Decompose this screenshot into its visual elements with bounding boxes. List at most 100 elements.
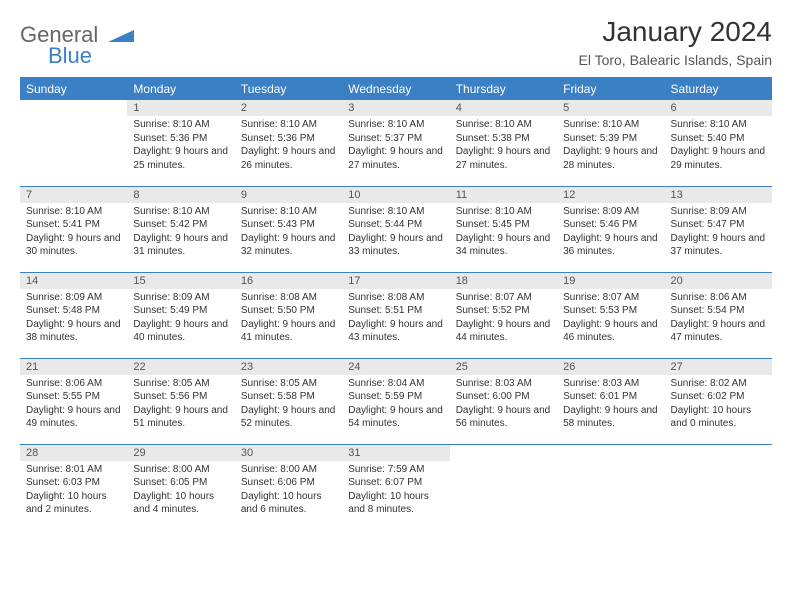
calendar-day-cell: 5Sunrise: 8:10 AMSunset: 5:39 PMDaylight… — [557, 100, 664, 186]
calendar-day-cell: 1Sunrise: 8:10 AMSunset: 5:36 PMDaylight… — [127, 100, 234, 186]
calendar-day-cell: 28Sunrise: 8:01 AMSunset: 6:03 PMDayligh… — [20, 444, 127, 530]
calendar-week-row: 21Sunrise: 8:06 AMSunset: 5:55 PMDayligh… — [20, 358, 772, 444]
day-info: Sunrise: 8:10 AMSunset: 5:45 PMDaylight:… — [450, 203, 557, 263]
day-number: 10 — [342, 187, 449, 203]
weekday-header: Thursday — [450, 78, 557, 101]
day-number: 28 — [20, 445, 127, 461]
day-number: 20 — [665, 273, 772, 289]
day-number: 22 — [127, 359, 234, 375]
calendar-day-cell: 24Sunrise: 8:04 AMSunset: 5:59 PMDayligh… — [342, 358, 449, 444]
day-info: Sunrise: 8:05 AMSunset: 5:56 PMDaylight:… — [127, 375, 234, 435]
day-info: Sunrise: 8:02 AMSunset: 6:02 PMDaylight:… — [665, 375, 772, 435]
day-number: 6 — [665, 100, 772, 116]
calendar-day-cell: 21Sunrise: 8:06 AMSunset: 5:55 PMDayligh… — [20, 358, 127, 444]
calendar-day-cell: 25Sunrise: 8:03 AMSunset: 6:00 PMDayligh… — [450, 358, 557, 444]
logo: General Blue — [20, 16, 134, 69]
calendar-day-cell: 6Sunrise: 8:10 AMSunset: 5:40 PMDaylight… — [665, 100, 772, 186]
page-title: January 2024 — [578, 16, 772, 48]
day-number: 3 — [342, 100, 449, 116]
day-number: 25 — [450, 359, 557, 375]
calendar-day-cell: 18Sunrise: 8:07 AMSunset: 5:52 PMDayligh… — [450, 272, 557, 358]
calendar-day-cell: 10Sunrise: 8:10 AMSunset: 5:44 PMDayligh… — [342, 186, 449, 272]
calendar-day-cell: 3Sunrise: 8:10 AMSunset: 5:37 PMDaylight… — [342, 100, 449, 186]
day-number: 23 — [235, 359, 342, 375]
calendar-day-cell: 7Sunrise: 8:10 AMSunset: 5:41 PMDaylight… — [20, 186, 127, 272]
day-number: 26 — [557, 359, 664, 375]
day-info: Sunrise: 8:00 AMSunset: 6:05 PMDaylight:… — [127, 461, 234, 521]
title-block: January 2024 El Toro, Balearic Islands, … — [578, 16, 772, 68]
day-info: Sunrise: 8:10 AMSunset: 5:42 PMDaylight:… — [127, 203, 234, 263]
day-number: 7 — [20, 187, 127, 203]
day-number: 24 — [342, 359, 449, 375]
day-info: Sunrise: 8:00 AMSunset: 6:06 PMDaylight:… — [235, 461, 342, 521]
day-number: 18 — [450, 273, 557, 289]
day-number: 29 — [127, 445, 234, 461]
day-number: 17 — [342, 273, 449, 289]
day-info: Sunrise: 8:09 AMSunset: 5:47 PMDaylight:… — [665, 203, 772, 263]
calendar-day-cell: 20Sunrise: 8:06 AMSunset: 5:54 PMDayligh… — [665, 272, 772, 358]
page-subtitle: El Toro, Balearic Islands, Spain — [578, 52, 772, 68]
calendar-day-cell: 2Sunrise: 8:10 AMSunset: 5:36 PMDaylight… — [235, 100, 342, 186]
day-number: 19 — [557, 273, 664, 289]
day-info: Sunrise: 8:01 AMSunset: 6:03 PMDaylight:… — [20, 461, 127, 521]
calendar-day-cell: 8Sunrise: 8:10 AMSunset: 5:42 PMDaylight… — [127, 186, 234, 272]
day-info: Sunrise: 8:10 AMSunset: 5:39 PMDaylight:… — [557, 116, 664, 176]
day-number: 14 — [20, 273, 127, 289]
day-info: Sunrise: 8:10 AMSunset: 5:43 PMDaylight:… — [235, 203, 342, 263]
logo-triangle-icon — [108, 22, 134, 47]
day-info: Sunrise: 8:10 AMSunset: 5:40 PMDaylight:… — [665, 116, 772, 176]
calendar-day-cell — [20, 100, 127, 186]
calendar-day-cell: 27Sunrise: 8:02 AMSunset: 6:02 PMDayligh… — [665, 358, 772, 444]
calendar-table: Sunday Monday Tuesday Wednesday Thursday… — [20, 77, 772, 530]
calendar-day-cell: 19Sunrise: 8:07 AMSunset: 5:53 PMDayligh… — [557, 272, 664, 358]
calendar-day-cell: 30Sunrise: 8:00 AMSunset: 6:06 PMDayligh… — [235, 444, 342, 530]
day-number: 9 — [235, 187, 342, 203]
day-info: Sunrise: 8:10 AMSunset: 5:44 PMDaylight:… — [342, 203, 449, 263]
calendar-day-cell — [665, 444, 772, 530]
calendar-day-cell: 12Sunrise: 8:09 AMSunset: 5:46 PMDayligh… — [557, 186, 664, 272]
calendar-day-cell — [450, 444, 557, 530]
day-info: Sunrise: 8:05 AMSunset: 5:58 PMDaylight:… — [235, 375, 342, 435]
day-info: Sunrise: 8:08 AMSunset: 5:51 PMDaylight:… — [342, 289, 449, 349]
day-number: 11 — [450, 187, 557, 203]
calendar-day-cell: 4Sunrise: 8:10 AMSunset: 5:38 PMDaylight… — [450, 100, 557, 186]
calendar-week-row: 7Sunrise: 8:10 AMSunset: 5:41 PMDaylight… — [20, 186, 772, 272]
day-info: Sunrise: 7:59 AMSunset: 6:07 PMDaylight:… — [342, 461, 449, 521]
day-info: Sunrise: 8:10 AMSunset: 5:36 PMDaylight:… — [235, 116, 342, 176]
calendar-day-cell: 23Sunrise: 8:05 AMSunset: 5:58 PMDayligh… — [235, 358, 342, 444]
day-info: Sunrise: 8:07 AMSunset: 5:52 PMDaylight:… — [450, 289, 557, 349]
day-info: Sunrise: 8:10 AMSunset: 5:38 PMDaylight:… — [450, 116, 557, 176]
calendar-day-cell: 22Sunrise: 8:05 AMSunset: 5:56 PMDayligh… — [127, 358, 234, 444]
header: General Blue January 2024 El Toro, Balea… — [20, 16, 772, 69]
weekday-header: Friday — [557, 78, 664, 101]
day-number: 12 — [557, 187, 664, 203]
day-info: Sunrise: 8:03 AMSunset: 6:01 PMDaylight:… — [557, 375, 664, 435]
day-number: 27 — [665, 359, 772, 375]
day-number: 8 — [127, 187, 234, 203]
day-number: 5 — [557, 100, 664, 116]
weekday-header: Monday — [127, 78, 234, 101]
calendar-week-row: 28Sunrise: 8:01 AMSunset: 6:03 PMDayligh… — [20, 444, 772, 530]
weekday-header: Sunday — [20, 78, 127, 101]
calendar-day-cell: 11Sunrise: 8:10 AMSunset: 5:45 PMDayligh… — [450, 186, 557, 272]
calendar-day-cell: 13Sunrise: 8:09 AMSunset: 5:47 PMDayligh… — [665, 186, 772, 272]
day-number: 15 — [127, 273, 234, 289]
calendar-week-row: 14Sunrise: 8:09 AMSunset: 5:48 PMDayligh… — [20, 272, 772, 358]
day-number: 4 — [450, 100, 557, 116]
calendar-day-cell: 17Sunrise: 8:08 AMSunset: 5:51 PMDayligh… — [342, 272, 449, 358]
day-info: Sunrise: 8:03 AMSunset: 6:00 PMDaylight:… — [450, 375, 557, 435]
day-info: Sunrise: 8:06 AMSunset: 5:54 PMDaylight:… — [665, 289, 772, 349]
day-info: Sunrise: 8:10 AMSunset: 5:41 PMDaylight:… — [20, 203, 127, 263]
calendar-week-row: 1Sunrise: 8:10 AMSunset: 5:36 PMDaylight… — [20, 100, 772, 186]
weekday-header: Wednesday — [342, 78, 449, 101]
day-info: Sunrise: 8:09 AMSunset: 5:49 PMDaylight:… — [127, 289, 234, 349]
calendar-day-cell: 26Sunrise: 8:03 AMSunset: 6:01 PMDayligh… — [557, 358, 664, 444]
day-info: Sunrise: 8:07 AMSunset: 5:53 PMDaylight:… — [557, 289, 664, 349]
day-number: 31 — [342, 445, 449, 461]
calendar-day-cell: 9Sunrise: 8:10 AMSunset: 5:43 PMDaylight… — [235, 186, 342, 272]
weekday-header-row: Sunday Monday Tuesday Wednesday Thursday… — [20, 78, 772, 101]
weekday-header: Tuesday — [235, 78, 342, 101]
day-info: Sunrise: 8:06 AMSunset: 5:55 PMDaylight:… — [20, 375, 127, 435]
weekday-header: Saturday — [665, 78, 772, 101]
day-info: Sunrise: 8:04 AMSunset: 5:59 PMDaylight:… — [342, 375, 449, 435]
